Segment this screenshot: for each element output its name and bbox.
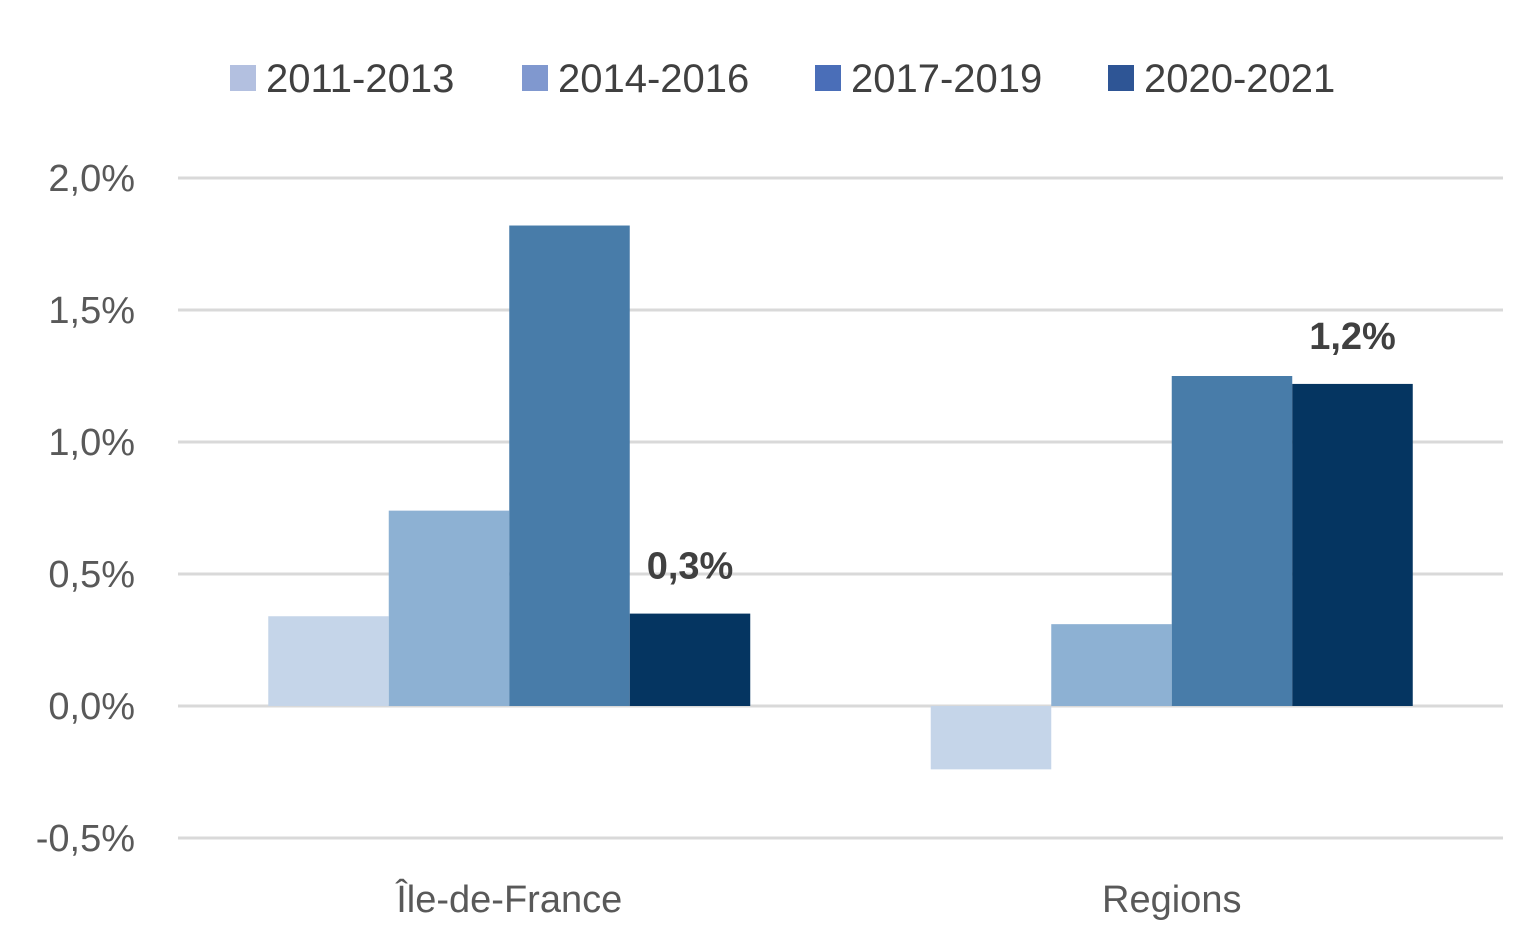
legend-swatch xyxy=(815,65,841,91)
bar-2020-2021 xyxy=(1292,383,1413,706)
legend-label: 2014-2016 xyxy=(558,57,749,101)
x-axis-tick-labels: Île-de-France Regions xyxy=(395,878,1241,921)
legend-label: 2017-2019 xyxy=(851,57,1042,101)
bar-2017-2019 xyxy=(1171,376,1293,706)
x-tick-label: Regions xyxy=(1102,879,1241,921)
bar-2017-2019 xyxy=(509,225,630,706)
legend-label: 2011-2013 xyxy=(266,57,454,101)
y-axis-tick-labels: -0,5% 0,0% 0,5% 1,0% 1,5% 2,0% xyxy=(36,158,135,860)
legend-swatch xyxy=(230,65,256,91)
y-tick-label: 0,0% xyxy=(48,686,135,728)
y-tick-label: -0,5% xyxy=(36,818,135,860)
bar-2011-2013 xyxy=(930,706,1052,770)
legend-label: 2020-2021 xyxy=(1144,57,1335,101)
y-tick-label: 1,0% xyxy=(48,422,135,464)
legend-swatch xyxy=(522,65,548,91)
data-labels: 0,3% 1,2% xyxy=(647,316,1396,588)
legend: 2011-2013 2014-2016 2017-2019 2020-2021 xyxy=(230,57,1335,101)
y-tick-label: 2,0% xyxy=(48,158,135,200)
bar-2014-2016 xyxy=(1051,624,1172,706)
bars xyxy=(268,225,1413,770)
data-label: 0,3% xyxy=(647,546,734,588)
legend-swatch xyxy=(1108,65,1134,91)
data-label: 1,2% xyxy=(1309,316,1396,358)
bar-2020-2021 xyxy=(629,613,751,706)
bar-2011-2013 xyxy=(268,616,389,706)
y-tick-label: 0,5% xyxy=(48,554,135,596)
x-tick-label: Île-de-France xyxy=(395,878,622,921)
bar-2014-2016 xyxy=(388,510,510,706)
y-tick-label: 1,5% xyxy=(48,290,135,332)
